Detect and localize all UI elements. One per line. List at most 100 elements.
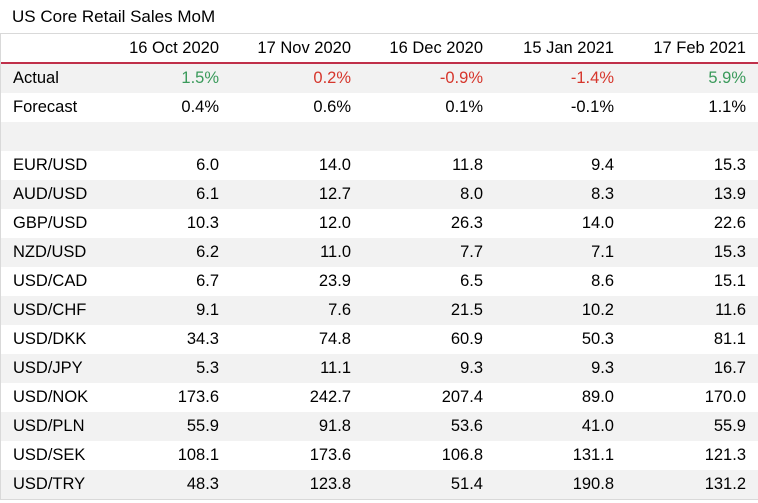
pair-rows: EUR/USD 6.0 14.0 11.8 9.4 15.3 AUD/USD 6.1 12.7 8… <box>1 151 758 499</box>
row-label: USD/TRY <box>13 475 86 493</box>
table-cell: 6.1 <box>196 185 219 203</box>
table-cell: 108.1 <box>177 446 219 464</box>
row-label: USD/NOK <box>13 388 89 406</box>
table-cell: 74.8 <box>318 330 351 348</box>
actual-row: Actual 1.5% 0.2% -0.9% -1.4% 5.9% <box>1 64 758 93</box>
table-cell: 12.7 <box>318 185 351 203</box>
table-row: USD/DKK 34.3 74.8 60.9 50.3 81.1 <box>1 325 758 354</box>
table-cell: 190.8 <box>572 475 614 493</box>
table-cell: 242.7 <box>309 388 351 406</box>
table-row: USD/CAD 6.7 23.9 6.5 8.6 15.1 <box>1 267 758 296</box>
table-row: USD/NOK 173.6 242.7 207.4 89.0 170.0 <box>1 383 758 412</box>
table-cell: 7.1 <box>591 243 614 261</box>
table-cell: 81.1 <box>713 330 746 348</box>
table-cell: 173.6 <box>177 388 219 406</box>
row-label: Actual <box>13 69 59 87</box>
table-cell: 11.8 <box>452 156 483 174</box>
table-cell: 16.7 <box>713 359 746 377</box>
table-cell: 55.9 <box>186 417 219 435</box>
row-label: Forecast <box>13 98 78 116</box>
table-cell: 7.6 <box>328 301 351 319</box>
table-cell: 14.0 <box>318 156 351 174</box>
table-cell: 9.3 <box>460 359 483 377</box>
table-row: AUD/USD 6.1 12.7 8.0 8.3 13.9 <box>1 180 758 209</box>
forecast-value: -0.1% <box>570 98 614 116</box>
table-cell: 8.3 <box>591 185 614 203</box>
header-cell: 17 Feb 2021 <box>653 38 746 57</box>
row-label: GBP/USD <box>13 214 88 232</box>
table-cell: 89.0 <box>581 388 614 406</box>
table-cell: 7.7 <box>460 243 483 261</box>
table-cell: 53.6 <box>450 417 483 435</box>
table-cell: 6.2 <box>196 243 219 261</box>
table-cell: 8.6 <box>591 272 614 290</box>
table-row: USD/TRY 48.3 123.8 51.4 190.8 131.2 <box>1 470 758 499</box>
table-cell: 10.2 <box>581 301 614 319</box>
table-cell: 12.0 <box>318 214 351 232</box>
table-cell: 34.3 <box>186 330 219 348</box>
table-cell: 21.5 <box>450 301 483 319</box>
header-row: 16 Oct 2020 17 Nov 2020 16 Dec 2020 15 J… <box>1 33 758 64</box>
forecast-value: 1.1% <box>708 98 746 116</box>
forecast-value: 0.6% <box>313 98 351 116</box>
actual-value: 1.5% <box>181 69 219 87</box>
table-cell: 173.6 <box>309 446 351 464</box>
header-cell: 16 Oct 2020 <box>129 38 219 57</box>
table-cell: 60.9 <box>450 330 483 348</box>
table-cell: 55.9 <box>713 417 746 435</box>
table-cell: 50.3 <box>581 330 614 348</box>
actual-value: -0.9% <box>439 69 483 87</box>
retail-sales-table: 16 Oct 2020 17 Nov 2020 16 Dec 2020 15 J… <box>0 33 758 500</box>
table-cell: 6.0 <box>196 156 219 174</box>
table-cell: 8.0 <box>460 185 483 203</box>
table-cell: 11.6 <box>715 301 746 319</box>
table-title: US Core Retail Sales MoM <box>12 7 216 26</box>
table-cell: 106.8 <box>441 446 483 464</box>
table-cell: 131.2 <box>704 475 746 493</box>
table-cell: 6.7 <box>196 272 219 290</box>
actual-value: 0.2% <box>313 69 351 87</box>
table-row: EUR/USD 6.0 14.0 11.8 9.4 15.3 <box>1 151 758 180</box>
row-label: USD/SEK <box>13 446 86 464</box>
row-label: USD/PLN <box>13 417 85 435</box>
table-row: NZD/USD 6.2 11.0 7.7 7.1 15.3 <box>1 238 758 267</box>
header-cell: 15 Jan 2021 <box>523 38 614 57</box>
row-label: USD/CAD <box>13 272 88 290</box>
table-cell: 13.9 <box>713 185 746 203</box>
table-cell: 5.3 <box>196 359 219 377</box>
table-row: USD/PLN 55.9 91.8 53.6 41.0 55.9 <box>1 412 758 441</box>
table-cell: 170.0 <box>704 388 746 406</box>
row-label: USD/CHF <box>13 301 87 319</box>
table-row: USD/SEK 108.1 173.6 106.8 131.1 121.3 <box>1 441 758 470</box>
table-cell: 11.0 <box>320 243 351 261</box>
forecast-value: 0.4% <box>181 98 219 116</box>
table-cell: 9.1 <box>196 301 219 319</box>
table-cell: 131.1 <box>572 446 614 464</box>
table-cell: 23.9 <box>318 272 351 290</box>
table-cell: 11.1 <box>320 359 351 377</box>
forecast-value: 0.1% <box>445 98 483 116</box>
table-cell: 9.3 <box>591 359 614 377</box>
table-cell: 41.0 <box>581 417 614 435</box>
table-row: USD/CHF 9.1 7.6 21.5 10.2 11.6 <box>1 296 758 325</box>
header-cell: 17 Nov 2020 <box>257 38 351 57</box>
table-cell: 51.4 <box>450 475 483 493</box>
table-cell: 9.4 <box>591 156 614 174</box>
row-label: AUD/USD <box>13 185 88 203</box>
spacer-row <box>1 122 758 151</box>
table-cell: 207.4 <box>441 388 483 406</box>
table-cell: 15.1 <box>713 272 746 290</box>
actual-value: -1.4% <box>570 69 614 87</box>
table-cell: 26.3 <box>450 214 483 232</box>
table-cell: 14.0 <box>581 214 614 232</box>
row-label: USD/JPY <box>13 359 83 377</box>
table-cell: 15.3 <box>713 243 746 261</box>
table-row: USD/JPY 5.3 11.1 9.3 9.3 16.7 <box>1 354 758 383</box>
table-cell: 22.6 <box>713 214 746 232</box>
actual-value: 5.9% <box>708 69 746 87</box>
table-cell: 6.5 <box>460 272 483 290</box>
row-label: NZD/USD <box>13 243 87 261</box>
table-cell: 91.8 <box>318 417 351 435</box>
header-cell: 16 Dec 2020 <box>389 38 483 57</box>
table-cell: 121.3 <box>704 446 746 464</box>
